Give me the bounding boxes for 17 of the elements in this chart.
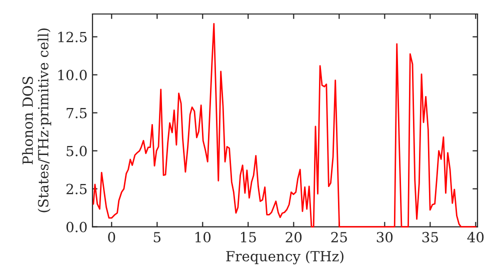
y-tick-label: 2.5	[66, 184, 87, 194]
x-axis-title: Frequency (THz)	[226, 250, 344, 264]
x-tick-label: 40	[467, 232, 484, 242]
x-tick-label: 0	[108, 232, 116, 242]
x-tick-label: 10	[195, 232, 211, 242]
x-tick-label: 5	[154, 232, 160, 242]
y-axis-title: Phonon DOS (States/THz·primitive cell)	[22, 28, 52, 212]
x-tick-label: 25	[331, 232, 347, 242]
y-tick-label: 12.5	[58, 32, 87, 42]
y-tick-label: 7.5	[66, 108, 87, 118]
y-tick-label: 10.0	[58, 70, 87, 80]
y-tick-label: 0.0	[66, 222, 87, 232]
x-tick-label: 20	[286, 232, 302, 242]
x-tick-label: 30	[376, 232, 393, 242]
y-tick-label: 5.0	[66, 146, 87, 156]
x-tick-label: 35	[422, 232, 438, 242]
x-tick-label: 15	[240, 232, 256, 242]
